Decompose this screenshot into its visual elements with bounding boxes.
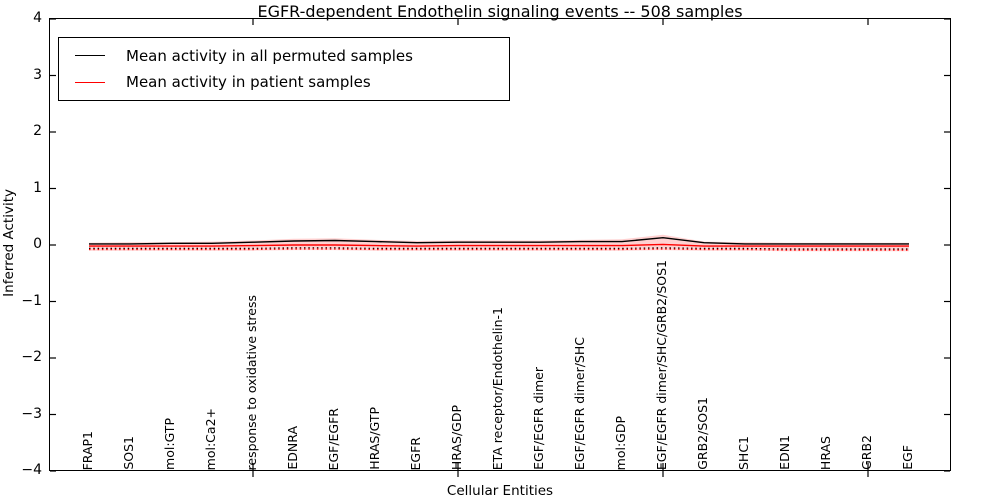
y-tick-label: 0	[33, 236, 42, 252]
y-tick-label: −1	[21, 292, 42, 309]
y-tick-label: 3	[33, 66, 42, 83]
x-category-label: HRAS/GDP	[449, 404, 464, 470]
x-category-label: GRB2	[859, 435, 874, 470]
x-category-label: EGFR	[408, 436, 423, 470]
x-category-label: response to oxidative stress	[244, 294, 259, 470]
x-category-label: mol:Ca2+	[203, 407, 218, 470]
x-category-label: HRAS	[818, 435, 833, 470]
legend-label: Mean activity in patient samples	[126, 73, 371, 92]
x-category-label: EDN1	[777, 435, 792, 470]
x-category-label: HRAS/GTP	[367, 407, 382, 470]
legend-item-patient: Mean activity in patient samples	[59, 73, 509, 91]
y-tick-label: 4	[33, 10, 42, 26]
x-category-label: SOS1	[121, 436, 136, 470]
chart-title: EGFR-dependent Endothelin signaling even…	[257, 2, 743, 21]
black-line-swatch	[75, 55, 105, 57]
x-category-label: mol:GTP	[162, 418, 177, 470]
x-category-label: EGF	[900, 445, 915, 470]
x-category-label: EGF/EGFR dimer/SHC/GRB2/SOS1	[654, 259, 669, 470]
x-category-label: EDNRA	[285, 426, 300, 470]
x-category-label: GRB2/SOS1	[695, 397, 710, 470]
y-tick-label: −3	[21, 405, 42, 422]
y-tick-label: −2	[21, 349, 42, 365]
y-tick-label: 1	[33, 179, 42, 196]
x-category-label: SHC1	[736, 435, 751, 470]
legend: Mean activity in all permuted samples Me…	[58, 37, 510, 101]
x-category-label: EGF/EGFR	[326, 407, 341, 470]
x-category-label: mol:GDP	[613, 415, 628, 470]
x-category-label: ETA receptor/Endothelin-1	[490, 306, 505, 470]
red-line-swatch	[75, 81, 105, 83]
y-tick-label: 2	[33, 123, 42, 139]
x-category-label: FRAP1	[80, 430, 95, 470]
x-category-label: EGF/EGFR dimer/SHC	[572, 336, 587, 470]
legend-item-permuted: Mean activity in all permuted samples	[59, 47, 509, 65]
y-tick-label: −4	[21, 462, 42, 478]
plot-canvas	[50, 18, 950, 477]
plot-area	[49, 18, 951, 477]
legend-label: Mean activity in all permuted samples	[126, 46, 413, 65]
x-axis-title: Cellular Entities	[446, 483, 554, 499]
x-category-label: EGF/EGFR dimer	[531, 367, 546, 470]
